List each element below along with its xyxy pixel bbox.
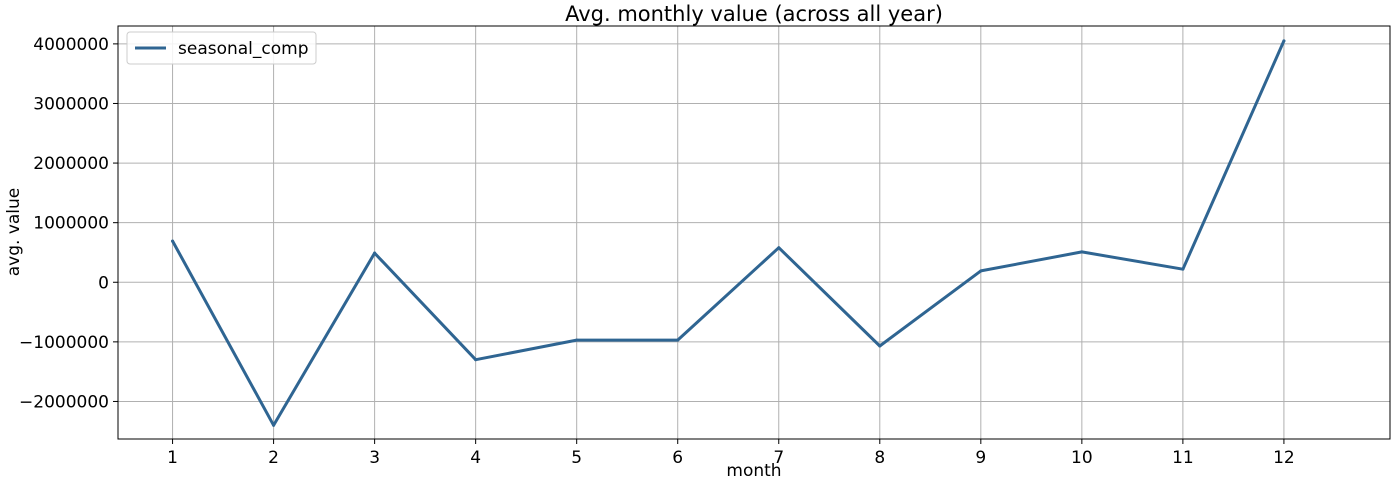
grid [118,26,1390,439]
x-tick-label: 2 [268,448,279,468]
series-group [171,39,1286,427]
data-point [373,251,377,255]
y-tick-label: 2000000 [33,154,109,174]
y-tick-label: −1000000 [19,333,109,353]
data-point [474,358,478,362]
x-tick-label: 1 [167,448,178,468]
chart-title: Avg. monthly value (across all year) [565,2,943,26]
x-tick-label: 5 [571,448,582,468]
data-point [878,344,882,348]
x-tick-label: 9 [975,448,986,468]
data-point [1080,250,1084,254]
y-tick-label: 0 [98,273,109,293]
x-tick-label: 8 [874,448,885,468]
x-tick-label: 6 [672,448,683,468]
data-point [676,338,680,342]
data-point [272,423,276,427]
x-ticks: 1 2 3 4 5 6 7 8 9 10 11 12 [167,439,1295,468]
x-tick-label: 4 [470,448,481,468]
data-point [171,239,175,243]
y-ticks: −2000000 −1000000 0 1000000 2000000 3000000 40… [19,35,118,412]
series-line-seasonal-comp [171,39,1286,427]
plot-frame [117,25,1391,440]
x-tick-label: 7 [773,448,784,468]
data-point [1181,267,1185,271]
x-axis-title: month [726,461,781,481]
x-tick-label: 12 [1273,448,1295,468]
data-point [777,246,781,250]
x-tick-label: 11 [1172,448,1194,468]
data-point [979,269,983,273]
x-tick-label: 3 [369,448,380,468]
legend-box [126,31,317,65]
data-point [575,338,579,342]
y-axis-title: avg. value [4,188,24,277]
y-tick-label: 1000000 [33,214,109,234]
y-tick-label: 4000000 [33,35,109,55]
data-point [1282,39,1286,43]
y-tick-label: −2000000 [19,392,109,412]
legend-label-seasonal-comp: seasonal_comp [178,39,309,59]
x-tick-label: 10 [1071,448,1093,468]
y-tick-label: 3000000 [33,94,109,114]
legend: seasonal_comp [126,31,317,65]
